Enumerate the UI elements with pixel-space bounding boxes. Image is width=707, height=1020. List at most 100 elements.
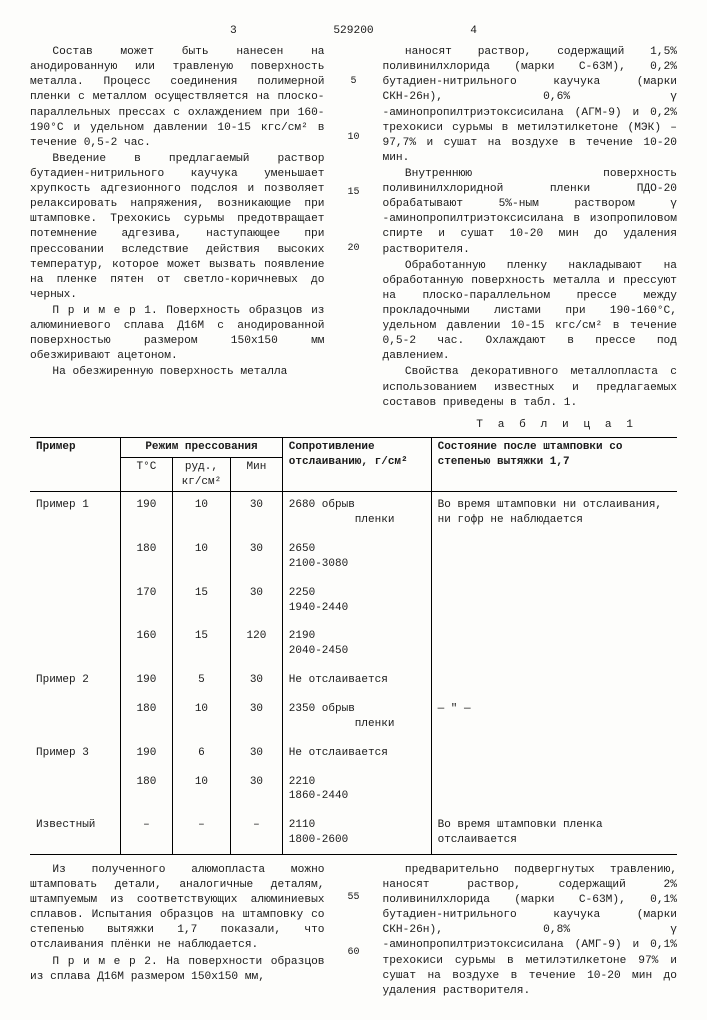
para: Состав может быть нанесен на анодированн… (30, 45, 325, 151)
row-spacer (30, 661, 677, 671)
page-num-left: 3 (230, 24, 237, 39)
cell-temp: 190 (121, 671, 173, 690)
th-mode: Режим прессования (121, 437, 283, 457)
cell-temp: 170 (121, 584, 173, 618)
table-row: 160151202190 2040-2450 (30, 627, 677, 661)
para: На обезжиренную поверхность металла (30, 365, 325, 380)
cell-example: Пример 3 (30, 744, 121, 763)
cell-min: 30 (231, 671, 283, 690)
line-num: 5 (350, 75, 356, 89)
cell-min: 30 (231, 700, 283, 734)
cell-peel: 2650 2100-3080 (282, 540, 431, 574)
table-row: 18010302350 обрыв пленки— " — (30, 700, 677, 734)
cell-example (30, 700, 121, 734)
table-row: Пример 3190630Не отслаивается (30, 744, 677, 763)
cell-peel: 2350 обрыв пленки (282, 700, 431, 734)
cell-peel: Не отслаивается (282, 671, 431, 690)
table-body: Пример 119010302680 обрыв пленкиВо время… (30, 492, 677, 855)
cell-temp: – (121, 816, 173, 854)
page: 3 529200 4 Состав может быть нанесен на … (0, 0, 707, 1020)
lower-columns: Из полученного алюмопласта можно штампов… (30, 863, 677, 1000)
cell-temp: 180 (121, 700, 173, 734)
patent-number: 529200 (237, 24, 471, 39)
cell-state (431, 540, 677, 574)
cell-state (431, 584, 677, 618)
cell-state: — " — (431, 700, 677, 734)
table-row: Известный–––2110 1800-2600Во время штамп… (30, 816, 677, 854)
cell-min: 120 (231, 627, 283, 661)
line-number-rail: 5 10 15 20 (345, 45, 363, 412)
right-column-2: предварительно подвергнутых травлению, н… (383, 863, 678, 1000)
para: Внутреннюю поверхность поливинилхлоридно… (383, 167, 678, 258)
upper-columns: Состав может быть нанесен на анодированн… (30, 45, 677, 412)
cell-example (30, 584, 121, 618)
cell-min: 30 (231, 540, 283, 574)
cell-pressure: – (172, 816, 230, 854)
para: наносят раствор, содержащий 1,5% поливин… (383, 45, 678, 166)
row-spacer (30, 806, 677, 816)
line-number-rail-2: 55 60 (345, 863, 363, 1000)
th-min: Мин (231, 457, 283, 492)
cell-pressure: 10 (172, 773, 230, 807)
cell-state: Во время штамповки пленка отслаивается (431, 816, 677, 854)
cell-state (431, 744, 677, 763)
cell-peel: Не отслаивается (282, 744, 431, 763)
th-example: Пример (30, 437, 121, 492)
table-row: 17015302250 1940-2440 (30, 584, 677, 618)
para: Введение в предлагаемый раствор бутадиен… (30, 152, 325, 303)
para: П р и м е р 2. На поверхности образцов и… (30, 955, 325, 985)
cell-pressure: 10 (172, 492, 230, 530)
cell-example (30, 627, 121, 661)
cell-pressure: 5 (172, 671, 230, 690)
left-column-2: Из полученного алюмопласта можно штампов… (30, 863, 325, 1000)
cell-temp: 190 (121, 744, 173, 763)
table-caption: Т а б л и ц а 1 (30, 412, 677, 437)
th-temp: Т°С (121, 457, 173, 492)
cell-min: 30 (231, 744, 283, 763)
th-state: Состояние после штамповки со степенью вы… (431, 437, 677, 492)
cell-example: Известный (30, 816, 121, 854)
row-spacer (30, 574, 677, 584)
cell-temp: 160 (121, 627, 173, 661)
row-spacer (30, 617, 677, 627)
cell-temp: 180 (121, 540, 173, 574)
table-row: Пример 2190530Не отслаивается (30, 671, 677, 690)
cell-state (431, 773, 677, 807)
cell-temp: 180 (121, 773, 173, 807)
cell-example (30, 540, 121, 574)
row-spacer (30, 530, 677, 540)
cell-state (431, 671, 677, 690)
cell-peel: 2110 1800-2600 (282, 816, 431, 854)
row-spacer (30, 690, 677, 700)
table-row: Пример 119010302680 обрыв пленкиВо время… (30, 492, 677, 530)
cell-pressure: 15 (172, 584, 230, 618)
results-table: Пример Режим прессования Сопротивление о… (30, 437, 677, 855)
th-pressure: руд., кг/см² (172, 457, 230, 492)
cell-peel: 2250 1940-2440 (282, 584, 431, 618)
cell-pressure: 10 (172, 540, 230, 574)
row-spacer (30, 763, 677, 773)
page-num-right: 4 (470, 24, 477, 39)
line-num: 55 (347, 891, 359, 905)
cell-example (30, 773, 121, 807)
cell-min: 30 (231, 492, 283, 530)
row-spacer (30, 734, 677, 744)
cell-example: Пример 1 (30, 492, 121, 530)
cell-peel: 2190 2040-2450 (282, 627, 431, 661)
para: Из полученного алюмопласта можно штампов… (30, 863, 325, 954)
para: П р и м е р 1. Поверхность образцов из а… (30, 304, 325, 364)
line-num: 60 (347, 946, 359, 960)
cell-state (431, 627, 677, 661)
table-row: 18010302210 1860-2440 (30, 773, 677, 807)
right-column: наносят раствор, содержащий 1,5% поливин… (383, 45, 678, 412)
left-column: Состав может быть нанесен на анодированн… (30, 45, 325, 412)
line-num: 10 (347, 131, 359, 145)
para: Свойства декоративного металлопласта с и… (383, 365, 678, 410)
cell-min: – (231, 816, 283, 854)
cell-pressure: 10 (172, 700, 230, 734)
cell-peel: 2210 1860-2440 (282, 773, 431, 807)
th-peel: Сопротивление отслаиванию, г/см² (282, 437, 431, 492)
page-header: 3 529200 4 (30, 24, 677, 45)
cell-state: Во время штамповки ни отслаивания, ни го… (431, 492, 677, 530)
cell-pressure: 6 (172, 744, 230, 763)
